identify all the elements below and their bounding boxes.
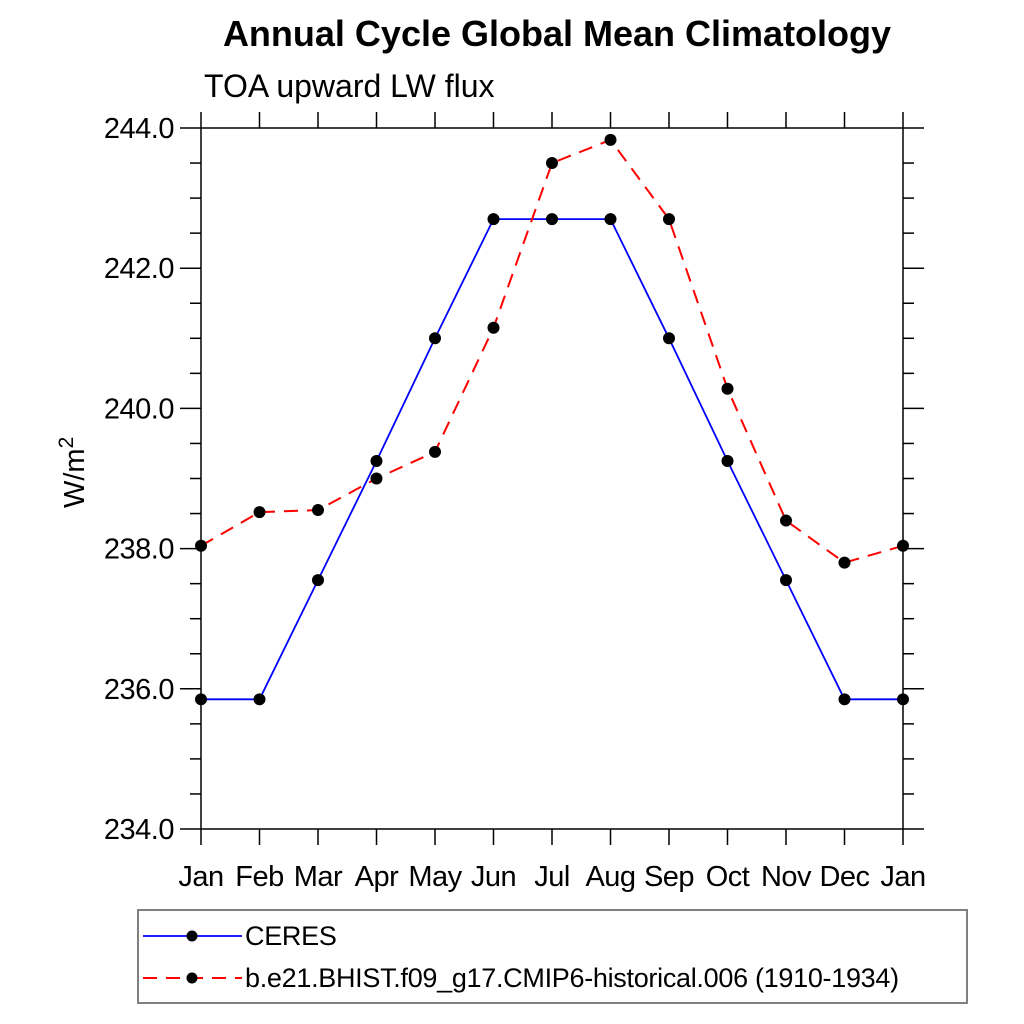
x-tick-label: Aug [585,861,635,893]
y-tick-label: 240.0 [104,393,174,425]
data-point-marker [253,506,266,519]
data-point-marker [312,504,324,517]
data-point-marker [429,445,441,458]
chart-title: Annual Cycle Global Mean Climatology [223,13,891,54]
legend-label-ceres: CERES [245,921,337,951]
y-tick-label: 236.0 [104,674,174,706]
y-tick-label: 238.0 [104,534,174,566]
data-point-marker [429,332,441,345]
x-tick-label: Jan [880,861,925,893]
data-point-marker [195,693,207,706]
y-axis-unit-label: W/m2 [55,437,91,508]
data-point-marker [370,472,383,485]
data-point-marker [721,454,734,467]
x-tick-label: Nov [761,861,812,893]
data-point-marker [838,693,851,706]
x-tick-label: Jun [471,861,516,893]
data-point-marker [253,693,266,706]
data-point-marker [897,693,909,706]
data-point-marker [487,213,500,226]
data-point-marker [721,382,734,395]
data-point-marker [663,332,675,345]
y-tick-label: 242.0 [104,253,174,285]
x-tick-label: Dec [819,861,869,893]
x-tick-label: Jan [178,861,223,893]
y-tick-label: 244.0 [104,113,174,145]
data-point-marker [546,157,558,170]
data-point-marker [312,574,324,587]
x-tick-label: Mar [294,861,343,893]
x-tick-label: Oct [706,861,750,893]
series-line-ceres [201,218,903,701]
legend-box [137,909,968,1004]
x-tick-label: Sep [644,861,694,893]
y-axis-unit-base: W/m [59,448,91,508]
axes-layer: 234.0 236.0 238.0 240.0 242.0 244.0 Jan Feb Mar A… [104,112,926,893]
legend-label-model: b.e21.BHIST.f09_g17.CMIP6-historical.006… [245,963,899,993]
legend-item-model: b.e21.BHIST.f09_g17.CMIP6-historical.006… [143,963,899,993]
x-tick-label: Feb [235,861,283,893]
data-point-marker [546,213,558,226]
data-point-marker [370,454,383,467]
data-point-marker [604,213,617,226]
data-point-marker [604,133,617,146]
x-tick-label: May [408,861,462,893]
legend-item-ceres: CERES [143,921,337,951]
data-point-marker [780,574,792,587]
data-point-marker [195,539,207,552]
x-tick-label: Apr [355,861,399,893]
series-layer [195,133,909,706]
data-point-marker [838,556,851,569]
chart-subtitle: TOA upward LW flux [204,68,494,104]
data-point-marker [897,539,909,552]
legend-marker-ceres-icon [186,930,198,942]
series-line-model [200,138,904,564]
data-point-marker [663,213,675,226]
y-axis-unit-superscript: 2 [55,437,78,449]
x-tick-label: Jul [534,861,570,893]
legend: CERES b.e21.BHIST.f09_g17.CMIP6-historic… [137,909,968,1004]
legend-marker-model-icon [186,972,198,984]
y-tick-label: 234.0 [104,814,174,846]
plot-frame [200,127,904,830]
data-point-marker [487,321,500,334]
data-point-marker [780,514,792,527]
